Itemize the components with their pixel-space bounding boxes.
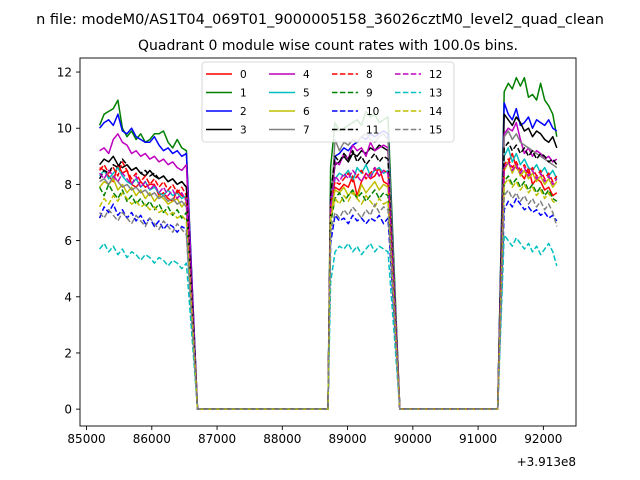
x-tick-label: 87000 <box>198 432 236 446</box>
legend-label-7: 7 <box>303 125 310 137</box>
series-line-8 <box>99 158 558 410</box>
series-line-13 <box>99 234 558 410</box>
figure-suptitle: n file: modeM0/AS1T04_069T01_9000005158_… <box>36 12 604 28</box>
x-tick-label: 88000 <box>263 432 301 446</box>
series-line-11 <box>98 141 558 410</box>
axes-frame <box>79 57 577 427</box>
legend-label-3: 3 <box>240 125 247 137</box>
x-offset-label: +3.913e8 <box>517 455 576 469</box>
legend-label-6: 6 <box>303 106 310 118</box>
y-tick-label: 10 <box>57 122 72 136</box>
legend-label-11: 11 <box>366 125 379 137</box>
y-tick-label: 8 <box>64 178 72 192</box>
legend-label-5: 5 <box>303 88 310 100</box>
series-line-15 <box>99 189 558 410</box>
series-line-10 <box>98 197 558 410</box>
series-line-7 <box>99 130 558 410</box>
legend-label-14: 14 <box>429 106 443 118</box>
series-group <box>98 76 558 410</box>
series-line-2 <box>99 102 558 410</box>
chart-title: Quadrant 0 module wise count rates with … <box>138 38 518 54</box>
y-tick-label: 2 <box>64 346 72 360</box>
series-line-9 <box>98 175 558 410</box>
x-tick-label: 92000 <box>524 432 562 446</box>
legend-label-2: 2 <box>240 106 247 118</box>
y-tick-label: 4 <box>64 290 72 304</box>
legend-label-4: 4 <box>303 69 310 81</box>
legend-box <box>201 61 455 143</box>
legend-label-9: 9 <box>366 88 373 100</box>
plot-area: 85000 86000 87000 88000 89000 90000 91000 92000… <box>57 57 577 446</box>
legend-label-8: 8 <box>366 69 373 81</box>
legend-label-15: 15 <box>429 125 442 137</box>
series-line-14 <box>98 178 558 410</box>
legend-label-10: 10 <box>366 106 379 118</box>
y-tick-label: 12 <box>57 66 72 80</box>
legend-label-0: 0 <box>240 69 247 81</box>
x-tick-label: 85000 <box>67 432 105 446</box>
x-tick-label: 86000 <box>133 432 171 446</box>
series-line-12 <box>99 161 558 410</box>
x-tick-label: 91000 <box>459 432 497 446</box>
legend-label-1: 1 <box>240 88 247 100</box>
legend-label-13: 13 <box>429 88 442 100</box>
legend-label-12: 12 <box>429 69 442 81</box>
y-tick-label: 0 <box>64 403 72 417</box>
x-tick-label: 90000 <box>394 432 432 446</box>
x-tick-label: 89000 <box>328 432 366 446</box>
y-tick-label: 6 <box>64 234 72 248</box>
